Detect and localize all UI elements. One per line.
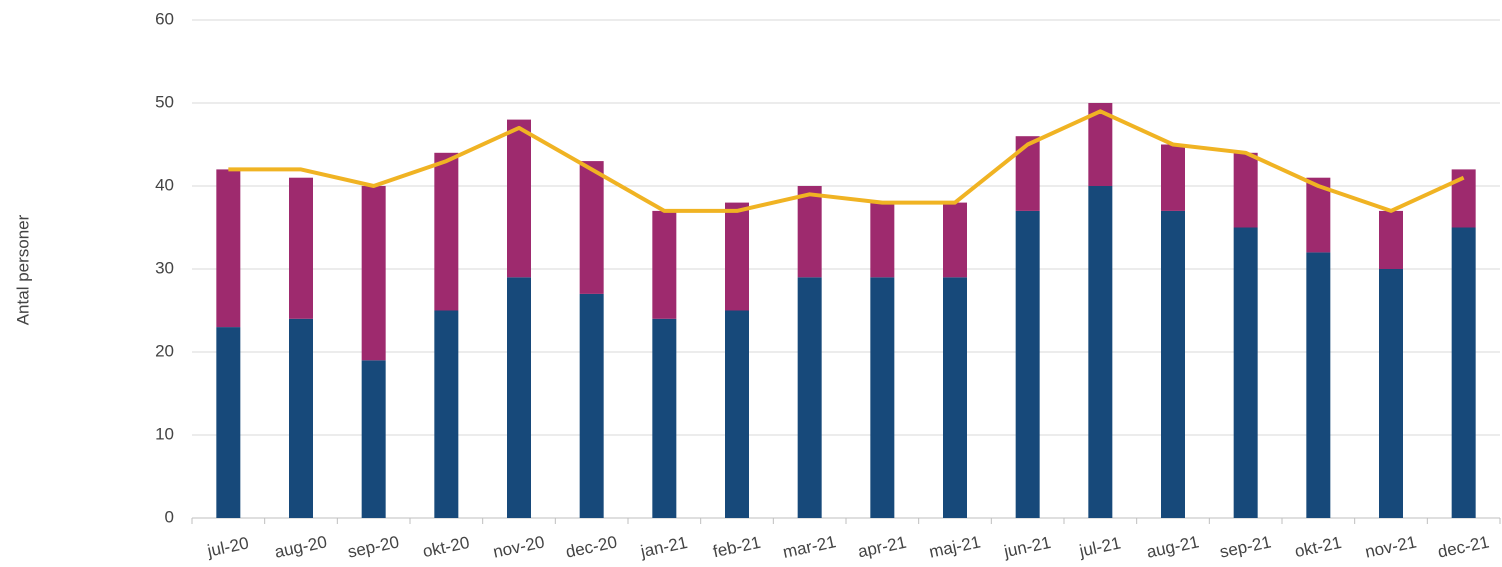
bar-segment xyxy=(870,277,895,518)
y-tick-label: 40 xyxy=(155,175,174,194)
bar-segment xyxy=(216,327,241,518)
bar-segment xyxy=(1379,269,1403,518)
bar-segment xyxy=(1306,252,1331,518)
bar-segment xyxy=(1015,210,1040,518)
bar-segment xyxy=(943,202,967,278)
x-tick-label: jul-20 xyxy=(205,533,251,560)
bar-segment xyxy=(507,119,531,278)
bar-segment xyxy=(434,152,459,311)
bar-segment xyxy=(434,310,459,518)
line xyxy=(228,109,1465,213)
bar-segment xyxy=(289,177,313,319)
y-axis-label: Antal personer xyxy=(13,214,32,325)
bar-segment xyxy=(1161,144,1185,211)
x-tick-label: okt-20 xyxy=(421,533,471,561)
x-tick-label: jan-21 xyxy=(638,533,689,562)
bar-segment xyxy=(797,186,822,278)
x-tick-label: okt-21 xyxy=(1293,533,1343,561)
bar-segment xyxy=(289,318,313,518)
bar-segment xyxy=(1233,227,1258,518)
bar-segment xyxy=(725,310,749,518)
bar-segment xyxy=(216,169,241,328)
bar-segment xyxy=(652,210,677,319)
x-tick-label: maj-21 xyxy=(927,532,982,561)
x-tick-label: feb-21 xyxy=(711,533,762,562)
bar-segment xyxy=(507,277,531,518)
bar-segment xyxy=(943,277,967,518)
y-tick-label: 0 xyxy=(165,507,174,526)
x-tick-label: nov-21 xyxy=(1363,532,1418,561)
bar-segment xyxy=(1379,210,1403,269)
x-tick-label: dec-20 xyxy=(564,532,619,561)
bar-segment xyxy=(1451,227,1476,518)
x-tick-label: sep-20 xyxy=(346,532,401,561)
y-tick-label: 10 xyxy=(155,424,174,443)
y-tick-label: 30 xyxy=(155,258,174,277)
bar-segment xyxy=(797,277,822,518)
x-tick-label: aug-21 xyxy=(1145,532,1201,562)
x-tick-label: mar-21 xyxy=(781,532,838,562)
bar-segment xyxy=(870,202,895,278)
x-tick-label: apr-21 xyxy=(856,533,908,562)
bar-segment xyxy=(579,293,604,518)
bar-segment xyxy=(1233,152,1258,228)
x-tick-label: jul-21 xyxy=(1077,533,1123,560)
y-tick-label: 60 xyxy=(155,9,174,28)
x-tick-label: jun-21 xyxy=(1001,533,1052,562)
bar-segment xyxy=(1015,136,1040,211)
y-tick-label: 50 xyxy=(155,92,174,111)
bar-segment xyxy=(652,318,677,518)
y-tick-label: 20 xyxy=(155,341,174,360)
x-tick-label: aug-20 xyxy=(273,532,329,562)
bar-segment xyxy=(1088,186,1113,518)
bar-segment xyxy=(579,161,604,294)
bar-segment xyxy=(361,186,386,361)
x-tick-label: dec-21 xyxy=(1436,532,1491,561)
bar-segment xyxy=(361,360,386,518)
bar-segment xyxy=(1161,210,1185,518)
x-tick-label: sep-21 xyxy=(1218,532,1273,561)
bar-segment xyxy=(725,202,749,311)
x-tick-label: nov-20 xyxy=(491,532,546,561)
